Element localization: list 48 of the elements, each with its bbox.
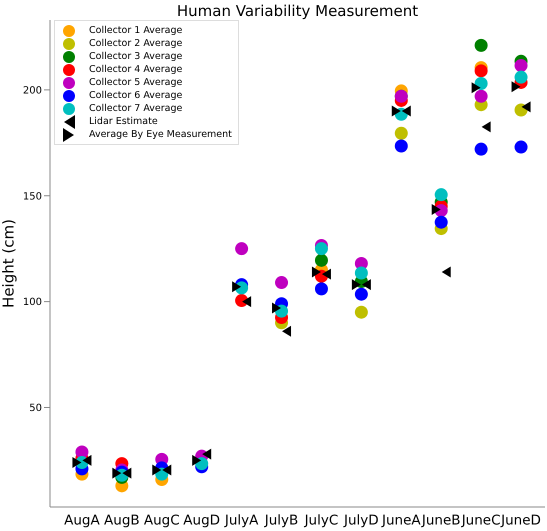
legend-label: Collector 2 Average — [89, 38, 182, 49]
x-tick-label: AugD — [183, 512, 220, 529]
legend-label: Collector 5 Average — [89, 77, 182, 88]
point — [514, 59, 528, 72]
legend-label: Collector 6 Average — [89, 90, 182, 101]
legend-label: Collector 7 Average — [89, 103, 182, 114]
x-tick-label: JulyC — [304, 512, 338, 529]
x-tick-label: AugA — [64, 512, 100, 529]
y-axis-title: Height (cm) — [0, 219, 18, 308]
chart-title: Human Variability Measurement — [176, 2, 420, 20]
x-tick-label: AugB — [104, 512, 140, 529]
x-tick-label: JuneC — [460, 512, 501, 529]
point — [314, 254, 328, 267]
y-tick-label: 150 — [22, 191, 42, 202]
x-tick-label: JulyB — [264, 512, 298, 529]
point — [474, 77, 488, 90]
x-tick-label: AugC — [144, 512, 180, 529]
y-tick-label: 100 — [22, 297, 42, 308]
point — [314, 242, 328, 256]
point — [394, 139, 408, 152]
legend-label: Collector 4 Average — [89, 64, 182, 75]
point — [354, 288, 368, 301]
point — [514, 70, 528, 84]
point — [354, 306, 368, 319]
legend-label: Average By Eye Measurement — [89, 129, 232, 140]
legend-label: Collector 1 Average — [89, 25, 182, 36]
point — [75, 445, 88, 458]
legend-label: Collector 3 Average — [89, 51, 182, 62]
point — [235, 242, 248, 256]
point — [474, 64, 488, 78]
point — [474, 90, 488, 103]
point — [434, 216, 448, 229]
x-tick-label: JulyA — [224, 512, 260, 529]
point — [474, 38, 488, 52]
x-tick-label: JuneA — [380, 512, 422, 529]
point — [314, 282, 328, 296]
point — [275, 276, 288, 290]
legend-label: Lidar Estimate — [89, 116, 158, 127]
x-tick-label: JuneD — [500, 512, 541, 529]
y-tick-label: 200 — [22, 85, 42, 96]
point — [354, 266, 368, 280]
y-tick-label: 50 — [29, 403, 42, 414]
x-tick-label: JulyD — [343, 512, 379, 529]
x-tick-label: JuneB — [420, 512, 461, 529]
point — [434, 188, 448, 202]
point — [394, 126, 408, 140]
point — [514, 140, 528, 154]
point — [474, 142, 488, 156]
